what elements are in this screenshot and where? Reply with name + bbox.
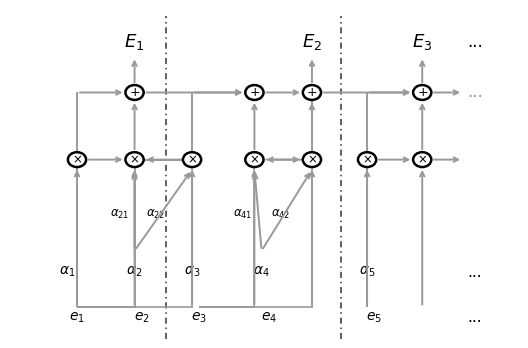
Ellipse shape — [303, 85, 321, 100]
Text: $+$: $+$ — [417, 86, 428, 99]
Text: $\times$: $\times$ — [72, 153, 82, 166]
Text: $\alpha_5$: $\alpha_5$ — [359, 265, 375, 279]
Ellipse shape — [246, 85, 263, 100]
Text: $e_1$: $e_1$ — [69, 311, 85, 325]
Text: $\alpha_2$: $\alpha_2$ — [126, 265, 143, 279]
Text: $\times$: $\times$ — [417, 153, 427, 166]
Ellipse shape — [413, 85, 431, 100]
Text: $E_2$: $E_2$ — [302, 32, 322, 52]
Text: $E_1$: $E_1$ — [125, 32, 145, 52]
Text: ...: ... — [467, 33, 483, 51]
Text: ...: ... — [468, 265, 482, 280]
Text: $E_3$: $E_3$ — [412, 32, 432, 52]
Text: $\alpha_{42}$: $\alpha_{42}$ — [271, 208, 290, 221]
Ellipse shape — [68, 152, 86, 167]
Text: $\alpha_3$: $\alpha_3$ — [184, 265, 200, 279]
Text: $+$: $+$ — [306, 86, 317, 99]
Text: $e_4$: $e_4$ — [261, 311, 277, 325]
Text: $\alpha_{22}$: $\alpha_{22}$ — [146, 208, 166, 221]
Text: $+$: $+$ — [129, 86, 140, 99]
Text: ...: ... — [467, 84, 483, 102]
Text: $\alpha_4$: $\alpha_4$ — [253, 265, 270, 279]
Text: $\times$: $\times$ — [307, 153, 317, 166]
Ellipse shape — [303, 152, 321, 167]
Text: ...: ... — [468, 310, 482, 325]
Text: $\times$: $\times$ — [129, 153, 140, 166]
Ellipse shape — [183, 152, 201, 167]
Text: $\times$: $\times$ — [249, 153, 260, 166]
Text: $e_3$: $e_3$ — [191, 311, 207, 325]
Ellipse shape — [126, 152, 144, 167]
Text: $\alpha_1$: $\alpha_1$ — [59, 265, 76, 279]
Text: $\alpha_{41}$: $\alpha_{41}$ — [233, 208, 252, 221]
Text: $\times$: $\times$ — [362, 153, 372, 166]
Text: $\times$: $\times$ — [187, 153, 197, 166]
Ellipse shape — [126, 85, 144, 100]
Ellipse shape — [246, 152, 263, 167]
Ellipse shape — [413, 152, 431, 167]
Ellipse shape — [358, 152, 376, 167]
Text: $+$: $+$ — [249, 86, 260, 99]
Text: $e_5$: $e_5$ — [366, 311, 382, 325]
Text: $e_2$: $e_2$ — [134, 311, 149, 325]
Text: $\alpha_{21}$: $\alpha_{21}$ — [110, 208, 130, 221]
